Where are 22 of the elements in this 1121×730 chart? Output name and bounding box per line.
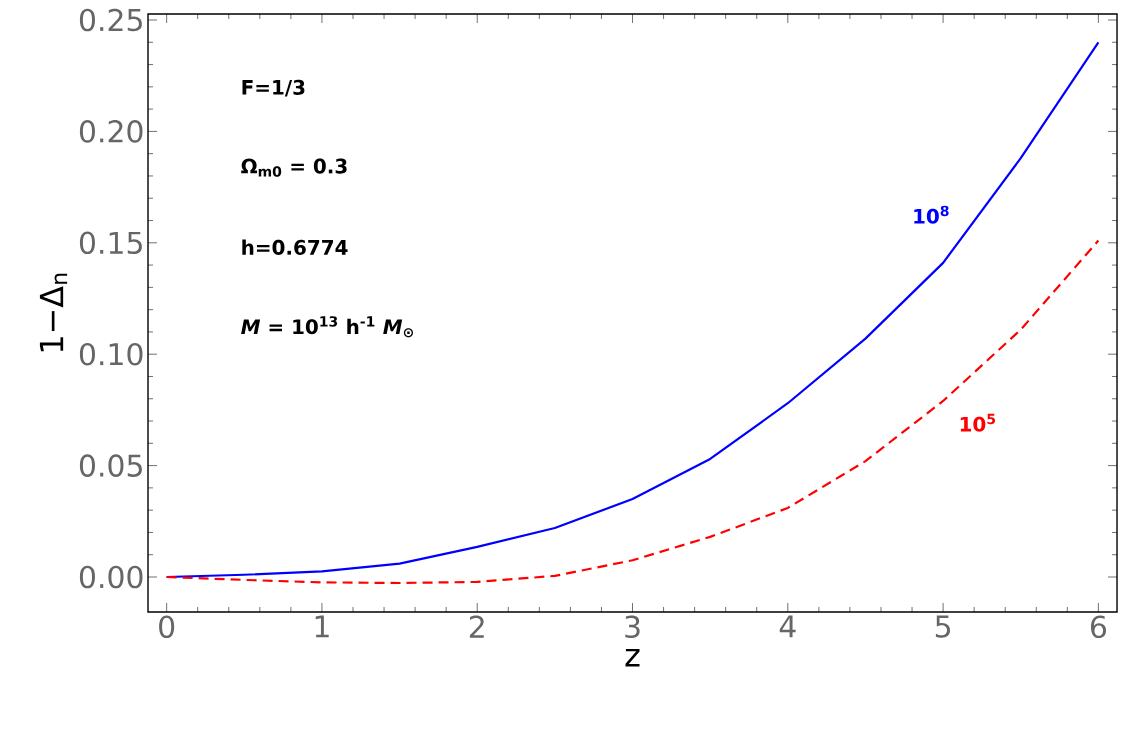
annotation: Ω$_{m0}$ = 0.3 [241, 158, 347, 177]
series-label: 10$^{5}$ [960, 413, 996, 432]
series-label: 10$^{8}$ [914, 205, 949, 224]
y-axis-title: 1−Δ$_{n}$ [39, 273, 68, 352]
y-tick-label: 0.05 [79, 454, 142, 477]
x-tick-label: 3 [625, 615, 640, 639]
y-tick-label: 0.10 [79, 342, 143, 366]
annotation: h=0.6774 [242, 239, 348, 255]
annotation: M = 10$^{13}$ h$^{-1}$ M$_{⊙}$ [241, 316, 414, 338]
y-tick-label: 0.20 [79, 120, 143, 143]
x-axis-title: z [625, 648, 640, 667]
y-tick-label: 0.15 [79, 231, 142, 255]
x-tick-label: 5 [935, 615, 950, 638]
annotation: F=1/3 [242, 79, 305, 97]
x-tick-label: 1 [315, 615, 329, 638]
x-tick-label: 6 [1090, 615, 1107, 639]
x-tick-label: 2 [469, 615, 484, 638]
x-tick-label: 0 [159, 615, 175, 639]
line-series [165, 239, 1100, 585]
y-tick-label: 0.00 [79, 565, 143, 589]
x-tick-label: 4 [779, 615, 796, 638]
y-tick-label: 0.25 [79, 8, 142, 32]
